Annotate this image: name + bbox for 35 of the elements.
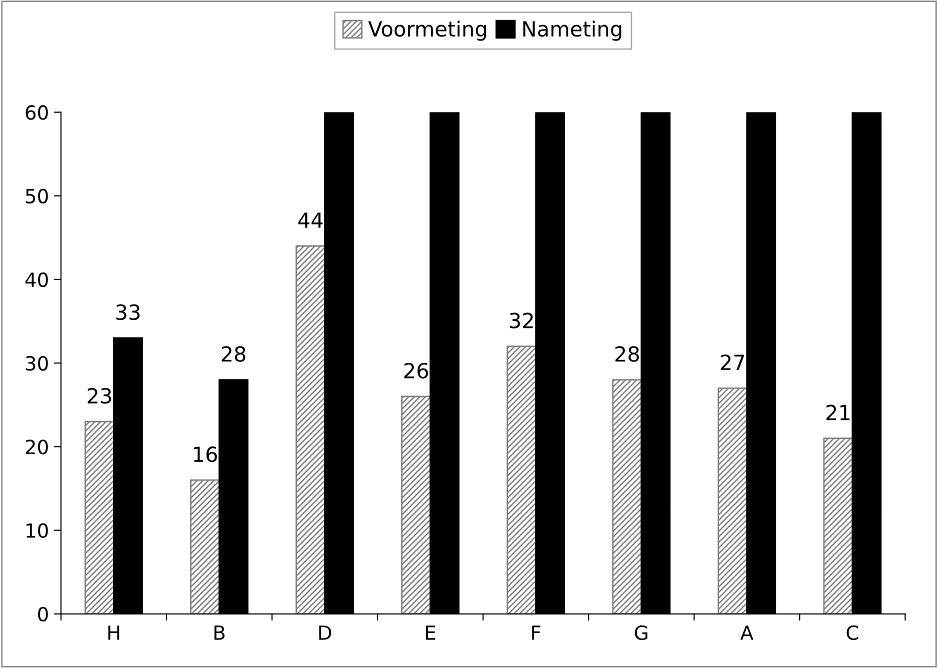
y-tick-label: 50 bbox=[26, 188, 48, 204]
x-tick-label: H bbox=[108, 626, 120, 640]
legend-label: Voormeting bbox=[368, 20, 486, 41]
x-tick-label: A bbox=[740, 626, 754, 640]
data-label: 28 bbox=[222, 346, 246, 362]
bar bbox=[296, 245, 326, 614]
data-label: 32 bbox=[510, 312, 533, 328]
data-label: 16 bbox=[194, 446, 217, 462]
y-tick-label: 60 bbox=[26, 105, 48, 120]
x-tick-label: F bbox=[532, 626, 540, 640]
x-tick-label: D bbox=[319, 626, 332, 640]
data-label: 27 bbox=[720, 354, 744, 370]
bar bbox=[612, 379, 642, 614]
bar bbox=[401, 396, 432, 614]
x-tick-label: B bbox=[214, 626, 225, 640]
data-label: 21 bbox=[826, 404, 850, 420]
bar bbox=[84, 420, 114, 614]
bar bbox=[823, 438, 854, 614]
data-label: 44 bbox=[298, 212, 323, 228]
y-tick-label: 10 bbox=[26, 523, 48, 538]
y-tick-label: 40 bbox=[25, 272, 48, 288]
bar bbox=[190, 479, 220, 614]
data-label: 23 bbox=[88, 388, 112, 404]
y-tick-label: 0 bbox=[38, 606, 48, 622]
x-tick-label: C bbox=[846, 625, 858, 640]
data-label: 26 bbox=[404, 362, 428, 379]
data-label: 33 bbox=[116, 304, 140, 320]
bar bbox=[718, 387, 748, 614]
y-tick-label: 20 bbox=[26, 440, 48, 454]
x-tick-label: G bbox=[634, 625, 648, 640]
bar bbox=[506, 346, 537, 614]
data-label: 28 bbox=[615, 346, 639, 362]
x-tick-label: E bbox=[426, 626, 436, 640]
y-tick-label: 30 bbox=[26, 356, 48, 371]
legend-label: Nameting bbox=[523, 20, 622, 41]
